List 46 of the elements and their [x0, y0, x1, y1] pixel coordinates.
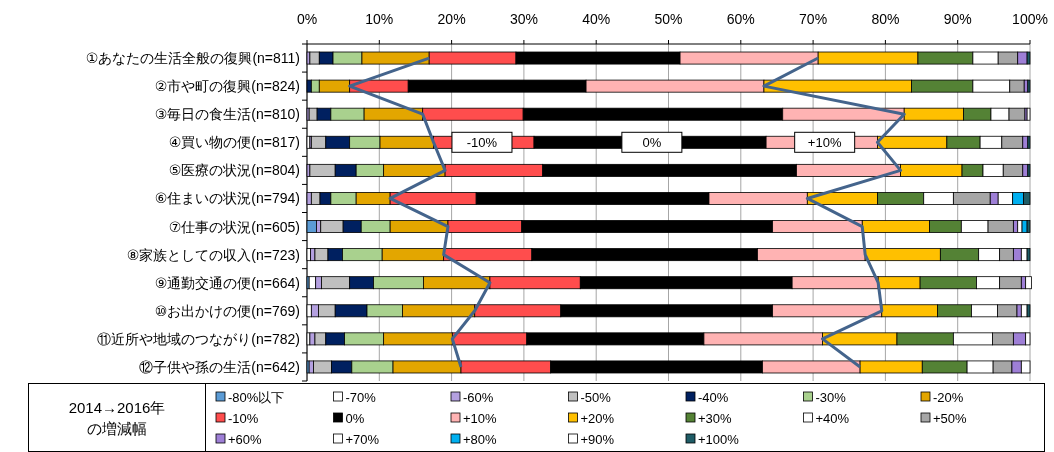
legend-label: +80%	[463, 431, 498, 447]
legend-label: -70%	[345, 389, 377, 405]
x-tick-label: 50%	[654, 11, 683, 27]
y-tick-label: ④買い物の便(n=817)	[168, 134, 300, 151]
annotation: 0%	[642, 135, 662, 151]
legend-label: -80%以下	[228, 389, 285, 405]
x-tick-label: 100%	[1012, 11, 1048, 27]
y-tick-label: ⑥住まいの状況(n=794)	[154, 190, 300, 207]
legend-label: +60%	[228, 431, 263, 447]
y-tick-label: ②市や町の復興(n=824)	[154, 78, 300, 95]
x-tick-label: 60%	[726, 11, 755, 27]
y-tick-label: ⑤医療の状況(n=804)	[168, 162, 300, 179]
annotation: -10%	[466, 135, 498, 151]
legend-label: +90%	[580, 431, 615, 447]
y-tick-label: ⑪近所や地域のつながり(n=782)	[97, 330, 300, 347]
x-tick-label: 90%	[943, 11, 972, 27]
legend-label: -30%	[815, 389, 847, 405]
x-tick-label: 40%	[582, 11, 611, 27]
x-tick-label: 10%	[365, 11, 394, 27]
legend-label: +20%	[580, 410, 615, 426]
legend-label: -20%	[933, 389, 964, 405]
y-tick-label: ⑫子供や孫の生活(n=642)	[139, 358, 300, 375]
x-tick-label: 20%	[437, 11, 466, 27]
y-tick-label: ⑨通勤交通の便(n=664)	[154, 274, 300, 291]
y-tick-label: ⑦仕事の状況(n=605)	[168, 218, 300, 235]
legend-label: 0%	[345, 410, 365, 426]
legend-label: +70%	[345, 431, 380, 447]
annotation: +10%	[807, 135, 842, 151]
legend-label: -40%	[698, 389, 729, 405]
x-tick-label: 70%	[799, 11, 828, 27]
legend-label: +100%	[698, 431, 740, 447]
legend-label: -60%	[463, 389, 494, 405]
y-tick-label: ⑧家族としての収入(n=723)	[126, 246, 300, 263]
legend-title: 2014→2016年の増減幅	[68, 398, 166, 437]
y-tick-label: ③毎日の食生活(n=810)	[154, 106, 300, 123]
legend-label: -10%	[228, 410, 259, 426]
x-tick-label: 0%	[296, 11, 318, 27]
y-tick-label: ⑩お出かけの便(n=769)	[154, 302, 300, 319]
legend-label: -50%	[580, 389, 612, 405]
x-tick-label: 80%	[871, 11, 900, 27]
y-tick-label: ①あなたの生活全般の復興(n=811)	[85, 50, 300, 67]
legend-label: +50%	[933, 410, 968, 426]
x-tick-label: 30%	[509, 11, 538, 27]
legend-label: +10%	[463, 410, 498, 426]
legend-label: +30%	[698, 410, 733, 426]
legend-label: +40%	[815, 410, 850, 426]
